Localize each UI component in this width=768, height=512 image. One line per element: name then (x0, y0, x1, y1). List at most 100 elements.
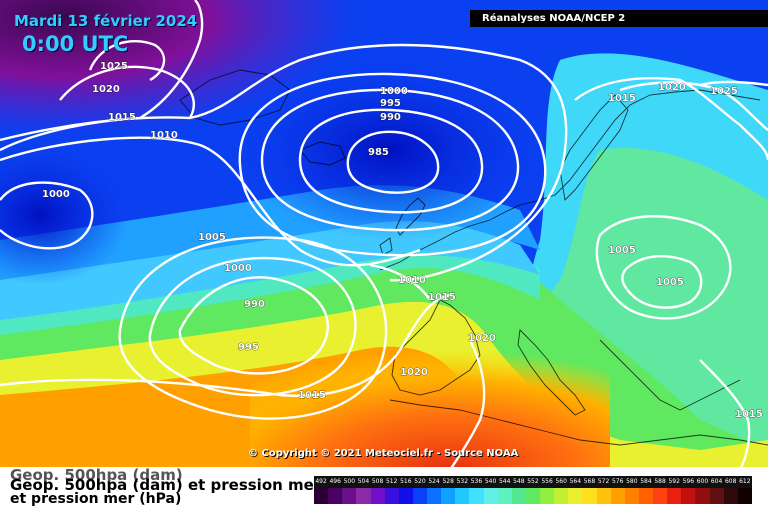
scale-swatch (384, 488, 399, 504)
isobar-1015-ne (574, 77, 768, 161)
scale-swatch (342, 488, 357, 504)
scale-value: 592 (668, 478, 680, 485)
scale-swatch (497, 488, 512, 504)
legend-title-ghost: Geop. 500hpa (dam) (10, 466, 183, 484)
scale-swatch (596, 488, 611, 504)
scale-swatch (356, 488, 371, 504)
coast-italy (517, 329, 586, 416)
isobar-sw-995 (148, 256, 357, 397)
isobar-west-1000 (0, 181, 94, 250)
label-1005-e1: 1005 (608, 245, 636, 256)
isobar-nw-1015 (0, 0, 204, 152)
scale-labels: 492 496 500 504 508 512 516 520 524 528 532 536 540 5… (314, 476, 752, 488)
scale-value: 512 (385, 478, 398, 485)
coast-britain (379, 197, 426, 256)
isobar-1010-lowmid (369, 263, 431, 301)
isobar-1015-se (699, 359, 751, 471)
scale-swatch (582, 488, 597, 504)
scale-value: 548 (513, 478, 525, 485)
date-label: Mardi 13 février 2024 (14, 12, 198, 30)
scale-value: 536 (470, 478, 483, 485)
scale-swatch (427, 488, 442, 504)
scale-swatch (638, 488, 653, 504)
scale-swatch (709, 488, 724, 504)
isobars (0, 0, 768, 471)
coast-north-africa (389, 399, 768, 446)
isobar-1005-east (595, 215, 732, 320)
scale-value: 572 (597, 478, 610, 485)
label-1000-west: 1000 (42, 189, 70, 200)
scale-swatch (455, 488, 470, 504)
scale-swatch (695, 488, 710, 504)
scale-value: 556 (541, 478, 553, 485)
scale-swatch (723, 488, 738, 504)
label-1010-nw: 1010 (150, 130, 178, 141)
field-purple-nw (0, 0, 420, 170)
coast-greenland (179, 69, 291, 126)
scale-swatch (525, 488, 540, 504)
isobar-low-1000 (238, 72, 547, 257)
scale-swatch (328, 488, 343, 504)
label-1020-nw: 1020 (92, 84, 120, 95)
scale-value: 604 (710, 478, 723, 485)
scale-value: 544 (498, 478, 511, 485)
label-1025-ne: 1025 (710, 86, 738, 97)
scale-bar (314, 488, 752, 504)
scale-swatch (314, 488, 329, 504)
isobar-1020-iberia (449, 339, 486, 471)
legend-title: Geop. 500hpa (dam) et pression mer (hPa) (10, 476, 372, 494)
isobar-labels: 1025 1020 1015 1010 1000 995 990 985 100… (42, 61, 763, 421)
label-995-low: 995 (380, 98, 401, 109)
scale-value: 528 (442, 478, 454, 485)
scale-value: 524 (428, 478, 440, 485)
label-1015-nw: 1015 (108, 112, 136, 123)
field-light-blue-band (0, 221, 540, 320)
color-scale: 492 496 500 504 508 512 516 520 524 528 532 536 540 5… (314, 476, 752, 506)
scale-value: 492 (315, 478, 327, 485)
label-1020-ib: 1020 (400, 367, 428, 378)
scale-value: 552 (527, 478, 539, 485)
isobar-low-985 (346, 130, 440, 194)
scale-value: 588 (654, 478, 666, 485)
legend-subtitle: et pression mer (hPa) (10, 491, 182, 507)
label-1015-se: 1015 (735, 409, 763, 420)
isobar-1005-east2 (621, 255, 703, 309)
coast-europe (379, 89, 761, 271)
scale-value: 532 (456, 478, 469, 485)
label-1015-s: 1015 (298, 390, 326, 401)
scale-value: 600 (696, 478, 709, 485)
field-low-west (0, 145, 130, 285)
copyright-text: © Copyright © 2021 Meteociel.fr - Source… (248, 448, 519, 459)
isobar-1020-ne (619, 81, 768, 131)
scale-swatch (540, 488, 555, 504)
scale-value: 564 (569, 478, 582, 485)
scale-swatch (511, 488, 526, 504)
coastlines (179, 69, 768, 446)
coast-balkans (599, 339, 741, 411)
label-1025-nw: 1025 (100, 61, 128, 72)
label-985-low: 985 (368, 147, 389, 158)
scale-swatch (568, 488, 583, 504)
scale-swatch (667, 488, 682, 504)
scale-value: 576 (611, 478, 624, 485)
scale-swatch (441, 488, 456, 504)
scale-value: 584 (640, 478, 652, 485)
coast-scandinavia (559, 94, 629, 201)
scale-swatch (554, 488, 569, 504)
scale-swatch (681, 488, 696, 504)
scale-swatch (610, 488, 625, 504)
scale-value: 520 (414, 478, 426, 485)
scale-value: 508 (371, 478, 384, 485)
scale-value: 516 (400, 478, 412, 485)
scale-swatch (624, 488, 639, 504)
label-990-low: 990 (380, 112, 401, 123)
label-995-sw: 995 (238, 342, 259, 353)
scale-swatch (737, 488, 752, 504)
time-label: 0:00 UTC (22, 32, 129, 56)
label-1015-fr: 1015 (428, 292, 456, 303)
label-1000-low: 1000 (380, 86, 408, 97)
scale-value: 608 (724, 478, 737, 485)
isobar-sw-990 (178, 276, 330, 375)
